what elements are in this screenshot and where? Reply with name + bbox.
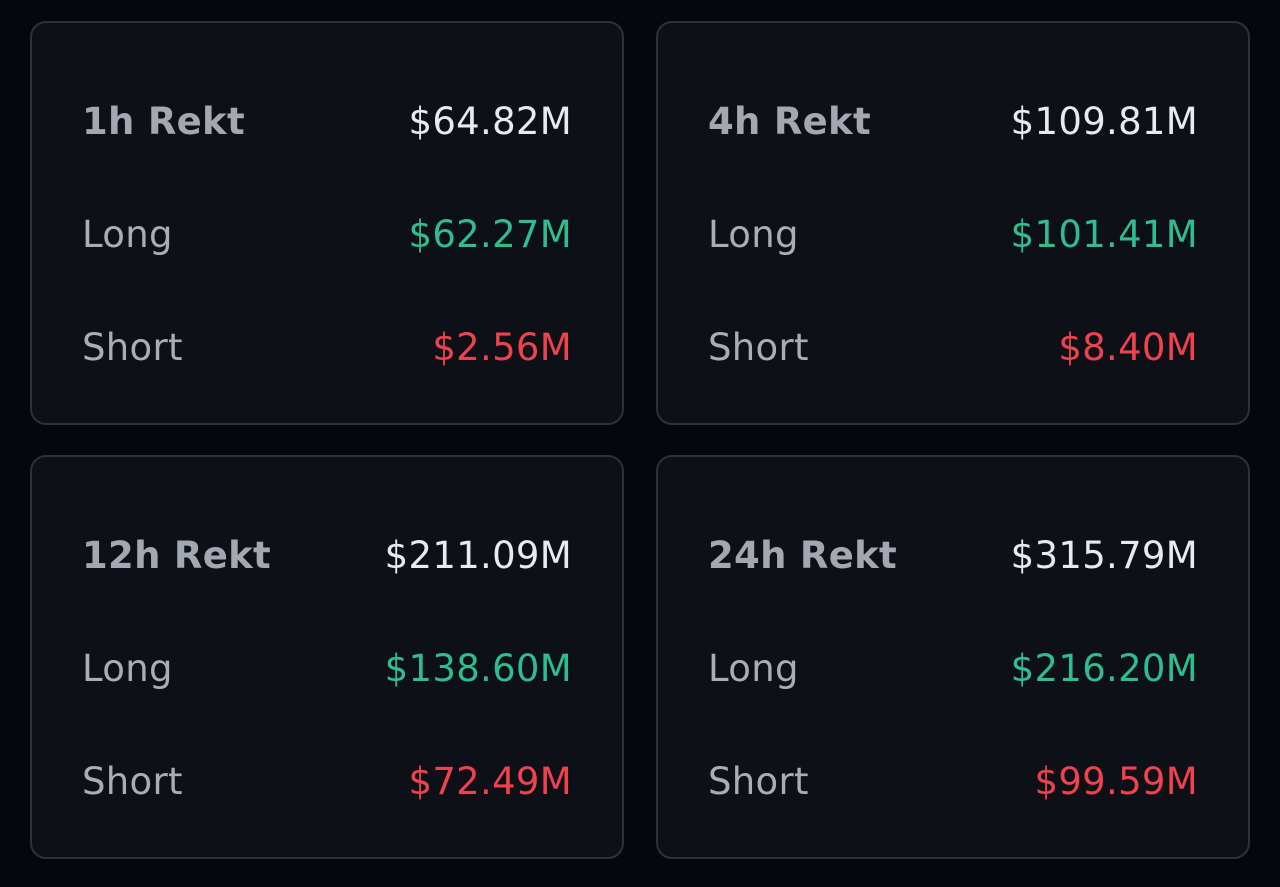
long-value: $216.20M <box>1010 646 1198 690</box>
short-label: Short <box>82 759 183 803</box>
long-row: Long $138.60M <box>82 638 572 698</box>
total-value: $109.81M <box>1010 99 1198 143</box>
total-value: $211.09M <box>384 533 572 577</box>
stats-card-24h[interactable]: 24h Rekt $315.79M Long $216.20M Short $9… <box>656 455 1250 859</box>
long-label: Long <box>82 646 173 690</box>
long-label: Long <box>708 212 799 256</box>
short-label: Short <box>708 325 809 369</box>
total-row: 24h Rekt $315.79M <box>708 525 1198 585</box>
long-row: Long $62.27M <box>82 204 572 264</box>
total-row: 4h Rekt $109.81M <box>708 91 1198 151</box>
total-value: $315.79M <box>1010 533 1198 577</box>
short-value: $99.59M <box>1034 759 1198 803</box>
total-value: $64.82M <box>408 99 572 143</box>
short-value: $8.40M <box>1058 325 1198 369</box>
liquidation-stats-grid: 1h Rekt $64.82M Long $62.27M Short $2.56… <box>30 21 1250 859</box>
long-value: $62.27M <box>408 212 572 256</box>
long-row: Long $101.41M <box>708 204 1198 264</box>
short-row: Short $2.56M <box>82 317 572 377</box>
card-title: 4h Rekt <box>708 99 871 143</box>
card-title: 12h Rekt <box>82 533 271 577</box>
short-row: Short $8.40M <box>708 317 1198 377</box>
card-title: 1h Rekt <box>82 99 245 143</box>
short-row: Short $99.59M <box>708 751 1198 811</box>
short-value: $72.49M <box>408 759 572 803</box>
short-row: Short $72.49M <box>82 751 572 811</box>
stats-card-4h[interactable]: 4h Rekt $109.81M Long $101.41M Short $8.… <box>656 21 1250 425</box>
stats-card-12h[interactable]: 12h Rekt $211.09M Long $138.60M Short $7… <box>30 455 624 859</box>
card-title: 24h Rekt <box>708 533 897 577</box>
long-row: Long $216.20M <box>708 638 1198 698</box>
short-label: Short <box>82 325 183 369</box>
short-label: Short <box>708 759 809 803</box>
total-row: 1h Rekt $64.82M <box>82 91 572 151</box>
long-value: $138.60M <box>384 646 572 690</box>
long-value: $101.41M <box>1010 212 1198 256</box>
short-value: $2.56M <box>432 325 572 369</box>
long-label: Long <box>708 646 799 690</box>
total-row: 12h Rekt $211.09M <box>82 525 572 585</box>
long-label: Long <box>82 212 173 256</box>
stats-card-1h[interactable]: 1h Rekt $64.82M Long $62.27M Short $2.56… <box>30 21 624 425</box>
